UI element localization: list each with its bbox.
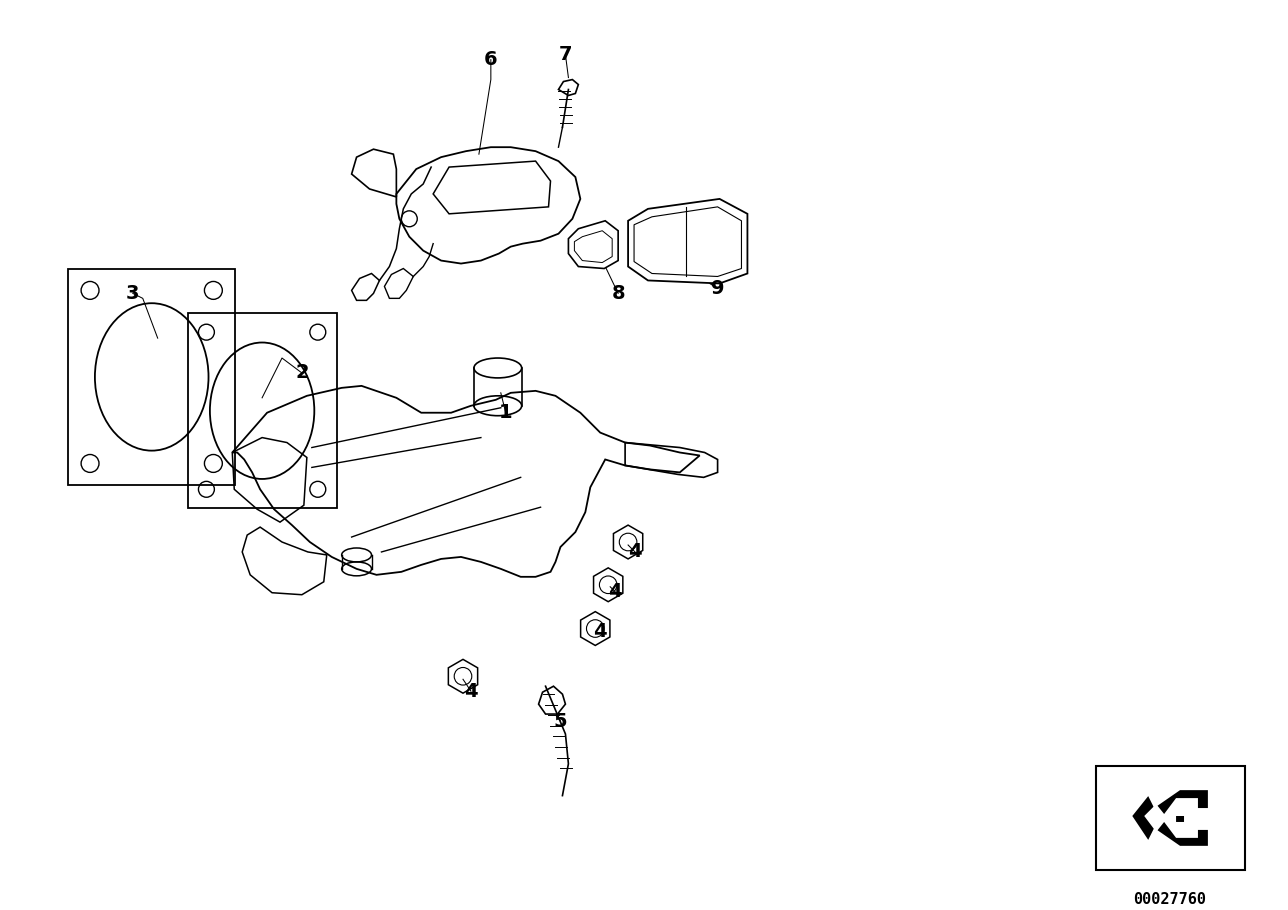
Text: 1: 1 xyxy=(498,403,513,422)
Text: 4: 4 xyxy=(594,622,607,641)
Text: 8: 8 xyxy=(612,284,625,303)
Text: 4: 4 xyxy=(629,542,641,561)
Text: 3: 3 xyxy=(126,284,139,303)
Text: 00027760: 00027760 xyxy=(1133,892,1207,907)
Text: 5: 5 xyxy=(554,712,567,731)
Text: 6: 6 xyxy=(484,50,497,69)
Text: 7: 7 xyxy=(559,46,572,65)
Text: 4: 4 xyxy=(608,582,622,602)
Text: 4: 4 xyxy=(464,682,478,701)
Text: 2: 2 xyxy=(295,363,309,382)
Text: 9: 9 xyxy=(711,278,724,298)
Bar xyxy=(1096,766,1244,870)
Polygon shape xyxy=(1132,790,1208,845)
Polygon shape xyxy=(1144,798,1198,838)
